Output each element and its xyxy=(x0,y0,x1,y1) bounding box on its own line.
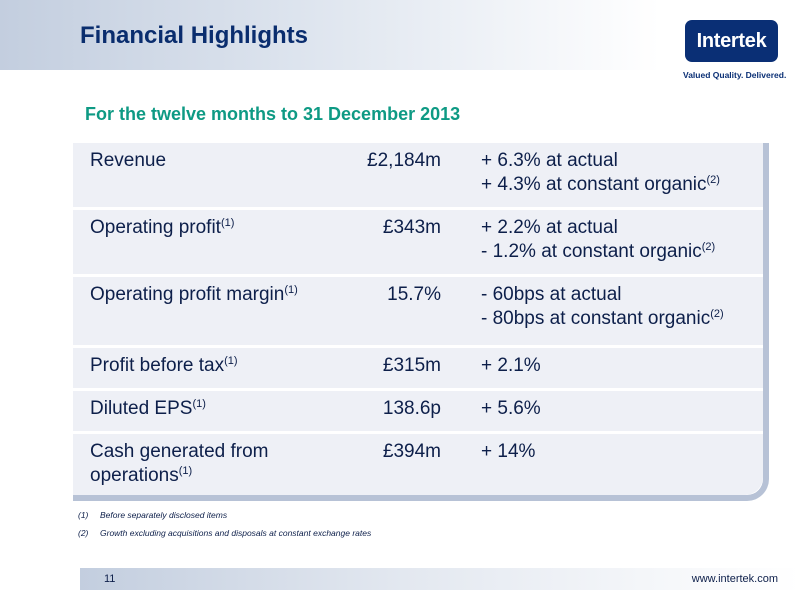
highlights-table: Revenue £2,184m + 6.3% at actual + 4.3% … xyxy=(73,143,769,501)
row-change: + 6.3% at actual + 4.3% at constant orga… xyxy=(481,150,720,195)
row-change: + 5.6% xyxy=(481,398,541,419)
header-band xyxy=(0,0,660,70)
row-label: Revenue xyxy=(90,150,167,171)
row-label: Operating profit margin(1) xyxy=(90,284,298,305)
footnote: (2) Growth excluding acquisitions and dis… xyxy=(78,528,372,538)
row-change: + 14% xyxy=(481,441,536,462)
footnotes: (1) Before separately disclosed items (2)… xyxy=(78,510,371,546)
table-row: Revenue £2,184m + 6.3% at actual + 4.3% … xyxy=(73,143,763,207)
intertek-logo: Intertek xyxy=(685,20,778,62)
row-value: £315m xyxy=(382,355,441,376)
row-change: - 60bps at actual - 80bps at constant or… xyxy=(481,284,724,329)
row-value: £394m xyxy=(382,441,441,462)
row-label: Diluted EPS(1) xyxy=(90,398,206,419)
footnote: (1) Before separately disclosed items xyxy=(78,510,228,520)
table-row: Diluted EPS(1) 138.6p + 5.6% xyxy=(73,391,763,431)
row-value: 15.7% xyxy=(387,284,441,305)
row-label: Cash generated from operations(1) xyxy=(90,441,269,486)
row-change: + 2.1% xyxy=(481,355,541,376)
table-row: Cash generated from operations(1) £394m … xyxy=(73,434,763,495)
page-title: Financial Highlights xyxy=(80,22,309,49)
row-label: Profit before tax(1) xyxy=(90,355,238,376)
table-row: Operating profit margin(1) 15.7% - 60bps… xyxy=(73,277,763,345)
table-row: Profit before tax(1) £315m + 2.1% xyxy=(73,348,763,388)
row-value: 138.6p xyxy=(382,398,441,419)
period-subtitle: For the twelve months to 31 December 201… xyxy=(85,104,461,124)
row-value: £343m xyxy=(382,217,441,238)
footer-band xyxy=(80,568,800,590)
table-row: Operating profit(1) £343m + 2.2% at actu… xyxy=(73,210,763,274)
row-change: + 2.2% at actual - 1.2% at constant orga… xyxy=(481,217,716,262)
row-value: £2,184m xyxy=(367,150,441,171)
website-link[interactable]: www.intertek.com xyxy=(691,573,778,585)
logo-text: Intertek xyxy=(696,29,767,52)
page-number: 11 xyxy=(104,573,116,585)
logo-tagline: Valued Quality. Delivered. xyxy=(683,70,787,80)
row-label: Operating profit(1) xyxy=(90,217,235,238)
